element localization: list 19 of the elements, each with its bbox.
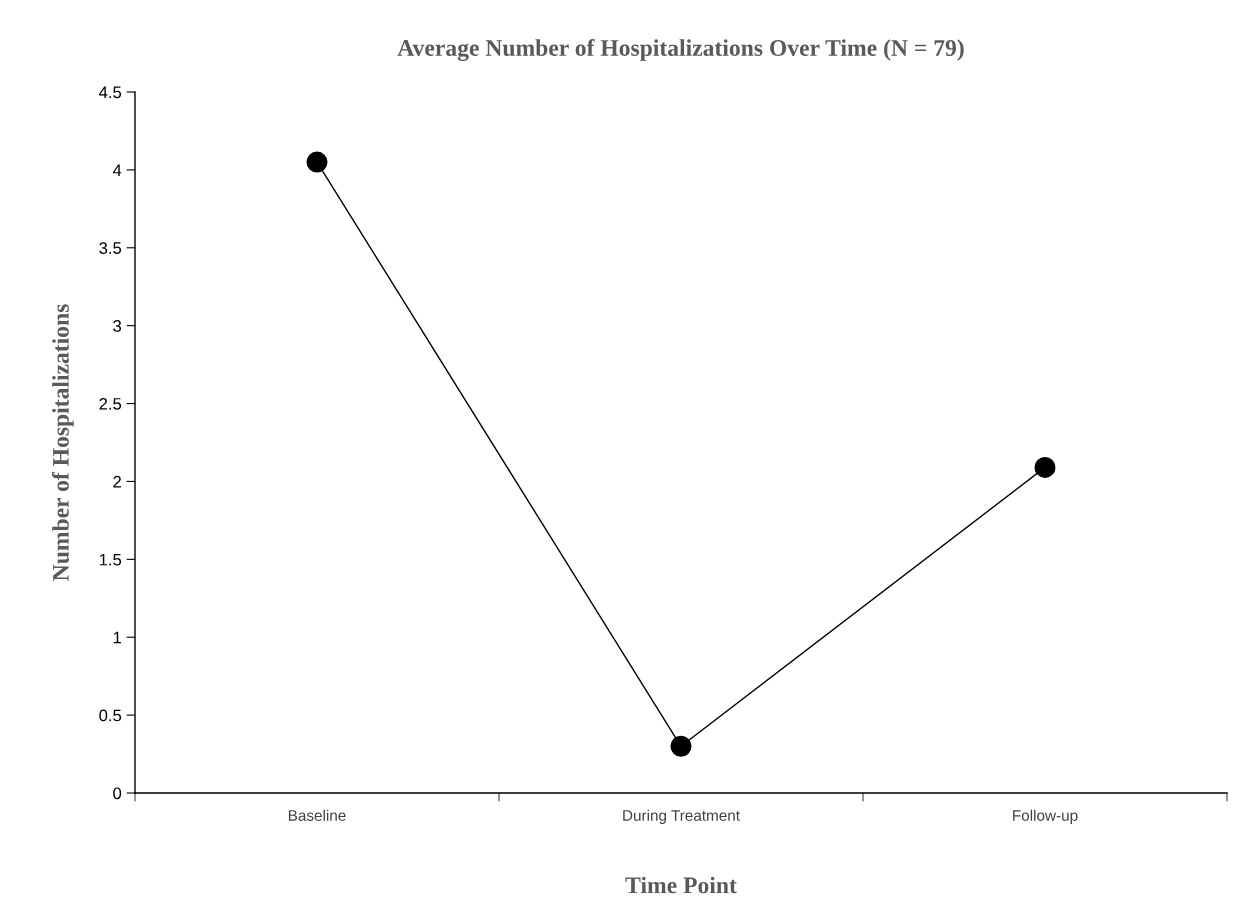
- x-axis-title: Time Point: [625, 876, 737, 894]
- y-axis-title: Number of Hospitalizations: [51, 304, 74, 581]
- y-tick-label: 3: [113, 320, 122, 332]
- y-tick-label: 0: [113, 787, 122, 800]
- point: [306, 151, 328, 173]
- x-tick-label: Follow-up: [1013, 809, 1078, 824]
- point: [670, 735, 692, 757]
- x-tick-label: During Treatment: [623, 809, 740, 824]
- y-tick-label: 2.5: [99, 397, 122, 410]
- point: [1034, 456, 1056, 478]
- y-tick-label: 4.5: [99, 86, 122, 99]
- y-tick-label: 1.5: [99, 553, 122, 566]
- chart-title: Average Number of Hospitalizations Over Time (N = 79): [397, 39, 964, 61]
- y-tick-label: 4: [112, 164, 122, 176]
- y-tick-label: 3.5: [99, 242, 122, 254]
- y-tick-label: 0.5: [99, 709, 122, 722]
- y-tick-label: 1: [113, 631, 121, 644]
- x-tick-label: Baseline: [288, 809, 346, 821]
- y-tick-label: 2: [113, 475, 121, 488]
